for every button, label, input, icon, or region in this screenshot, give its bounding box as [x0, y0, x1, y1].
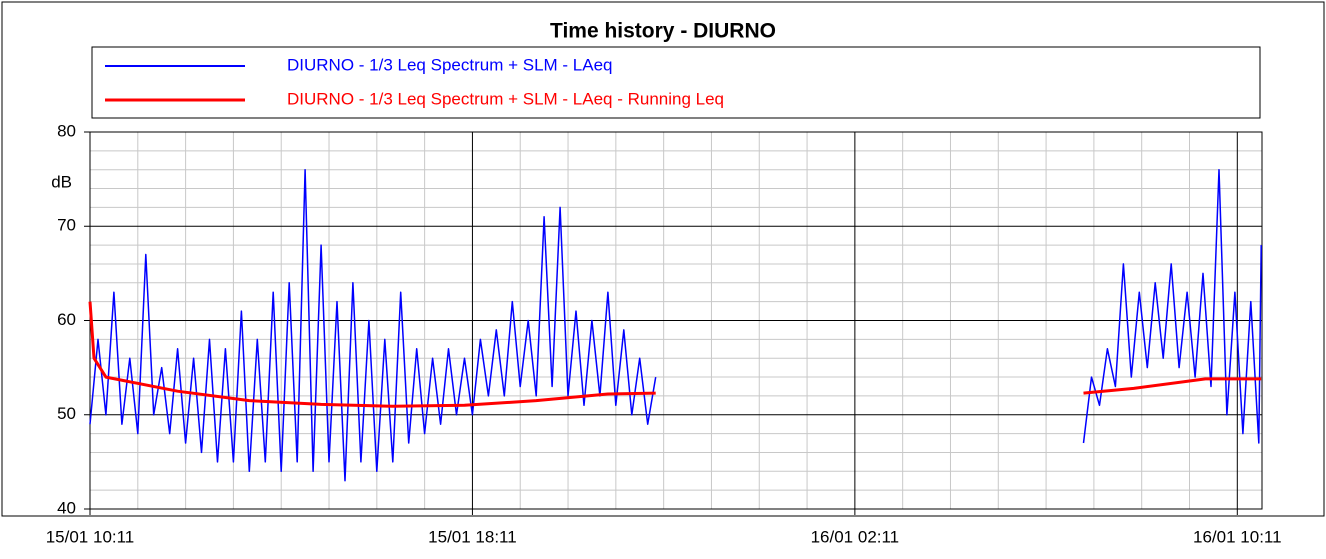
- chart-title: Time history - DIURNO: [550, 20, 776, 43]
- y-tick-label: 70: [57, 216, 76, 235]
- y-axis-label: dB: [51, 172, 72, 191]
- legend: [91, 46, 1261, 119]
- y-tick-label: 50: [57, 404, 76, 423]
- y-tick-label: 60: [57, 310, 76, 329]
- legend-label: DIURNO - 1/3 Leq Spectrum + SLM - LAeq: [287, 55, 613, 74]
- y-tick-label: 40: [57, 498, 76, 517]
- y-tick-label: 80: [57, 121, 76, 140]
- x-tick-label: 15/01 18:11: [428, 527, 517, 546]
- x-tick-label: 16/01 02:11: [811, 527, 900, 546]
- series-line: [88, 301, 1262, 408]
- frame: [1, 1, 1325, 517]
- legend-label: DIURNO - 1/3 Leq Spectrum + SLM - LAeq -…: [287, 89, 724, 108]
- series-line: [89, 168, 1262, 482]
- x-tick-label: 16/01 10:11: [1193, 527, 1282, 546]
- x-tick-label: 15/01 10:11: [46, 527, 135, 546]
